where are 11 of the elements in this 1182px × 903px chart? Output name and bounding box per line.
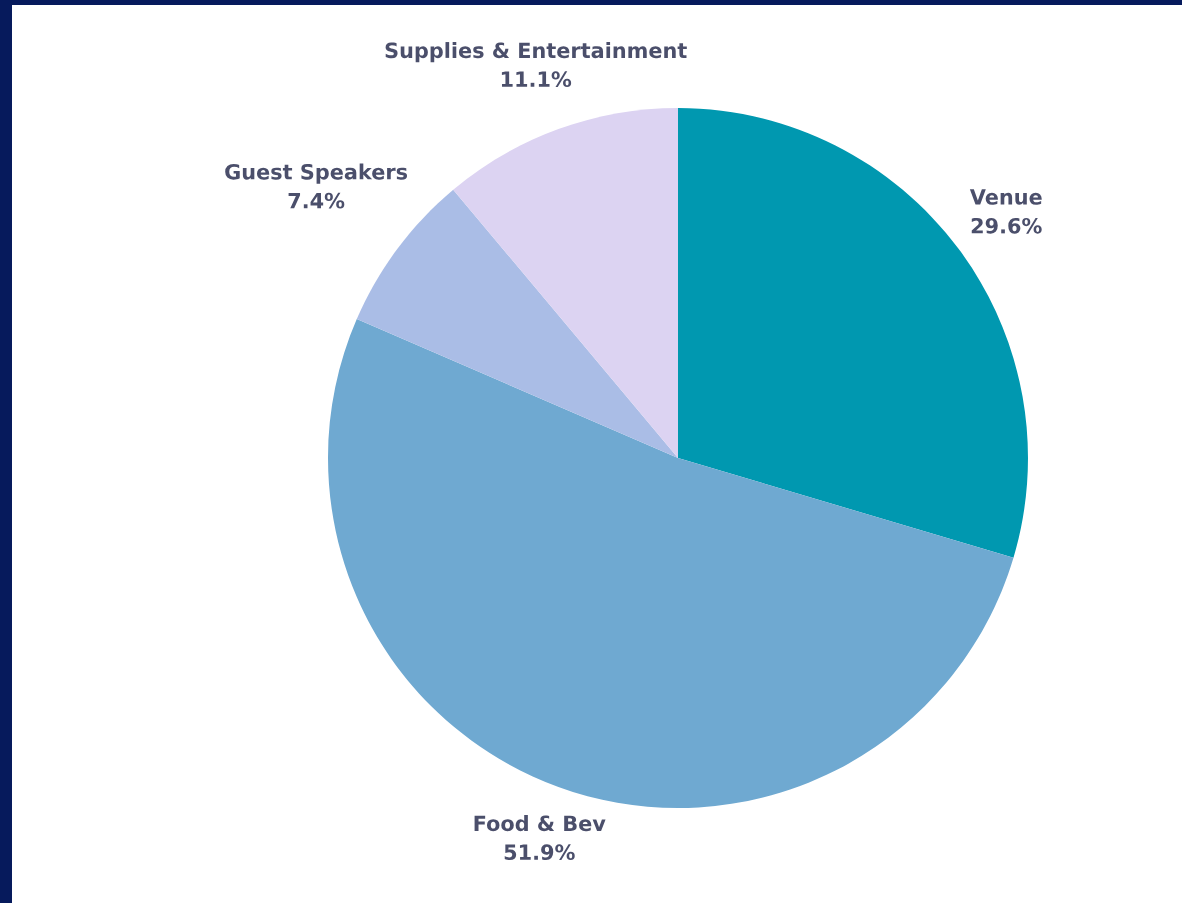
pie-slice (328, 319, 1014, 808)
pie-slice (453, 108, 678, 458)
data-label: 51.9% (504, 844, 575, 861)
slice-label: Guest Speakers (225, 163, 408, 184)
data-label: 29.6% (971, 217, 1042, 234)
data-label: 11.1% (501, 71, 572, 88)
slice-label: Venue (969, 189, 1042, 205)
pie-slice (356, 189, 678, 458)
slice-label: Food & Bev (474, 815, 606, 832)
slice-label: Supplies & Entertainment (385, 42, 687, 63)
data-label: 7.4% (288, 192, 345, 209)
